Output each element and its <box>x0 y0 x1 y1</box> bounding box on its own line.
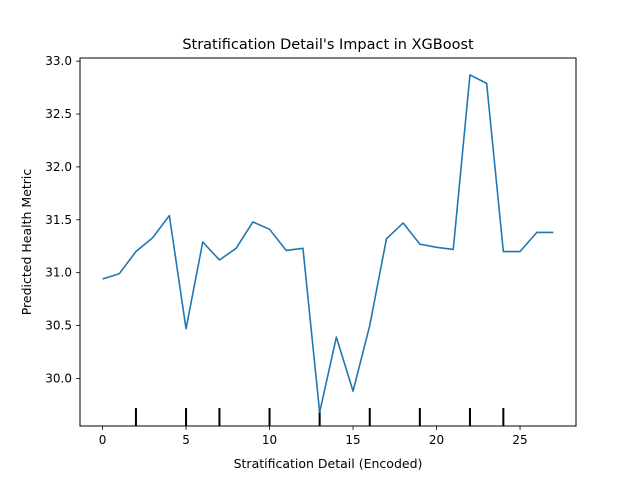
x-axis: 0 5 10 15 20 25 <box>99 426 528 447</box>
y-tick-label: 32.5 <box>45 107 72 121</box>
y-tick-label: 30.5 <box>45 319 72 333</box>
plot-area <box>79 57 577 427</box>
x-tick-label: 5 <box>182 433 190 447</box>
y-axis-label: Predicted Health Metric <box>19 169 34 316</box>
series-group <box>102 74 554 414</box>
y-axis: 30.0 30.5 31.0 31.5 32.0 32.5 33.0 <box>45 54 80 385</box>
x-tick-label: 0 <box>99 433 107 447</box>
x-axis-label: Stratification Detail (Encoded) <box>234 456 423 471</box>
chart-title: Stratification Detail's Impact in XGBoos… <box>182 37 474 53</box>
x-tick-label: 15 <box>345 433 360 447</box>
rug-marks <box>134 408 505 426</box>
y-tick-label: 31.0 <box>45 266 72 280</box>
x-tick-label: 10 <box>262 433 277 447</box>
series-line <box>102 74 554 414</box>
y-tick-label: 31.5 <box>45 213 72 227</box>
x-tick-label: 25 <box>512 433 527 447</box>
y-tick-label: 32.0 <box>45 160 72 174</box>
x-tick-label: 20 <box>429 433 444 447</box>
y-tick-label: 33.0 <box>45 54 72 68</box>
y-tick-label: 30.0 <box>45 371 72 385</box>
